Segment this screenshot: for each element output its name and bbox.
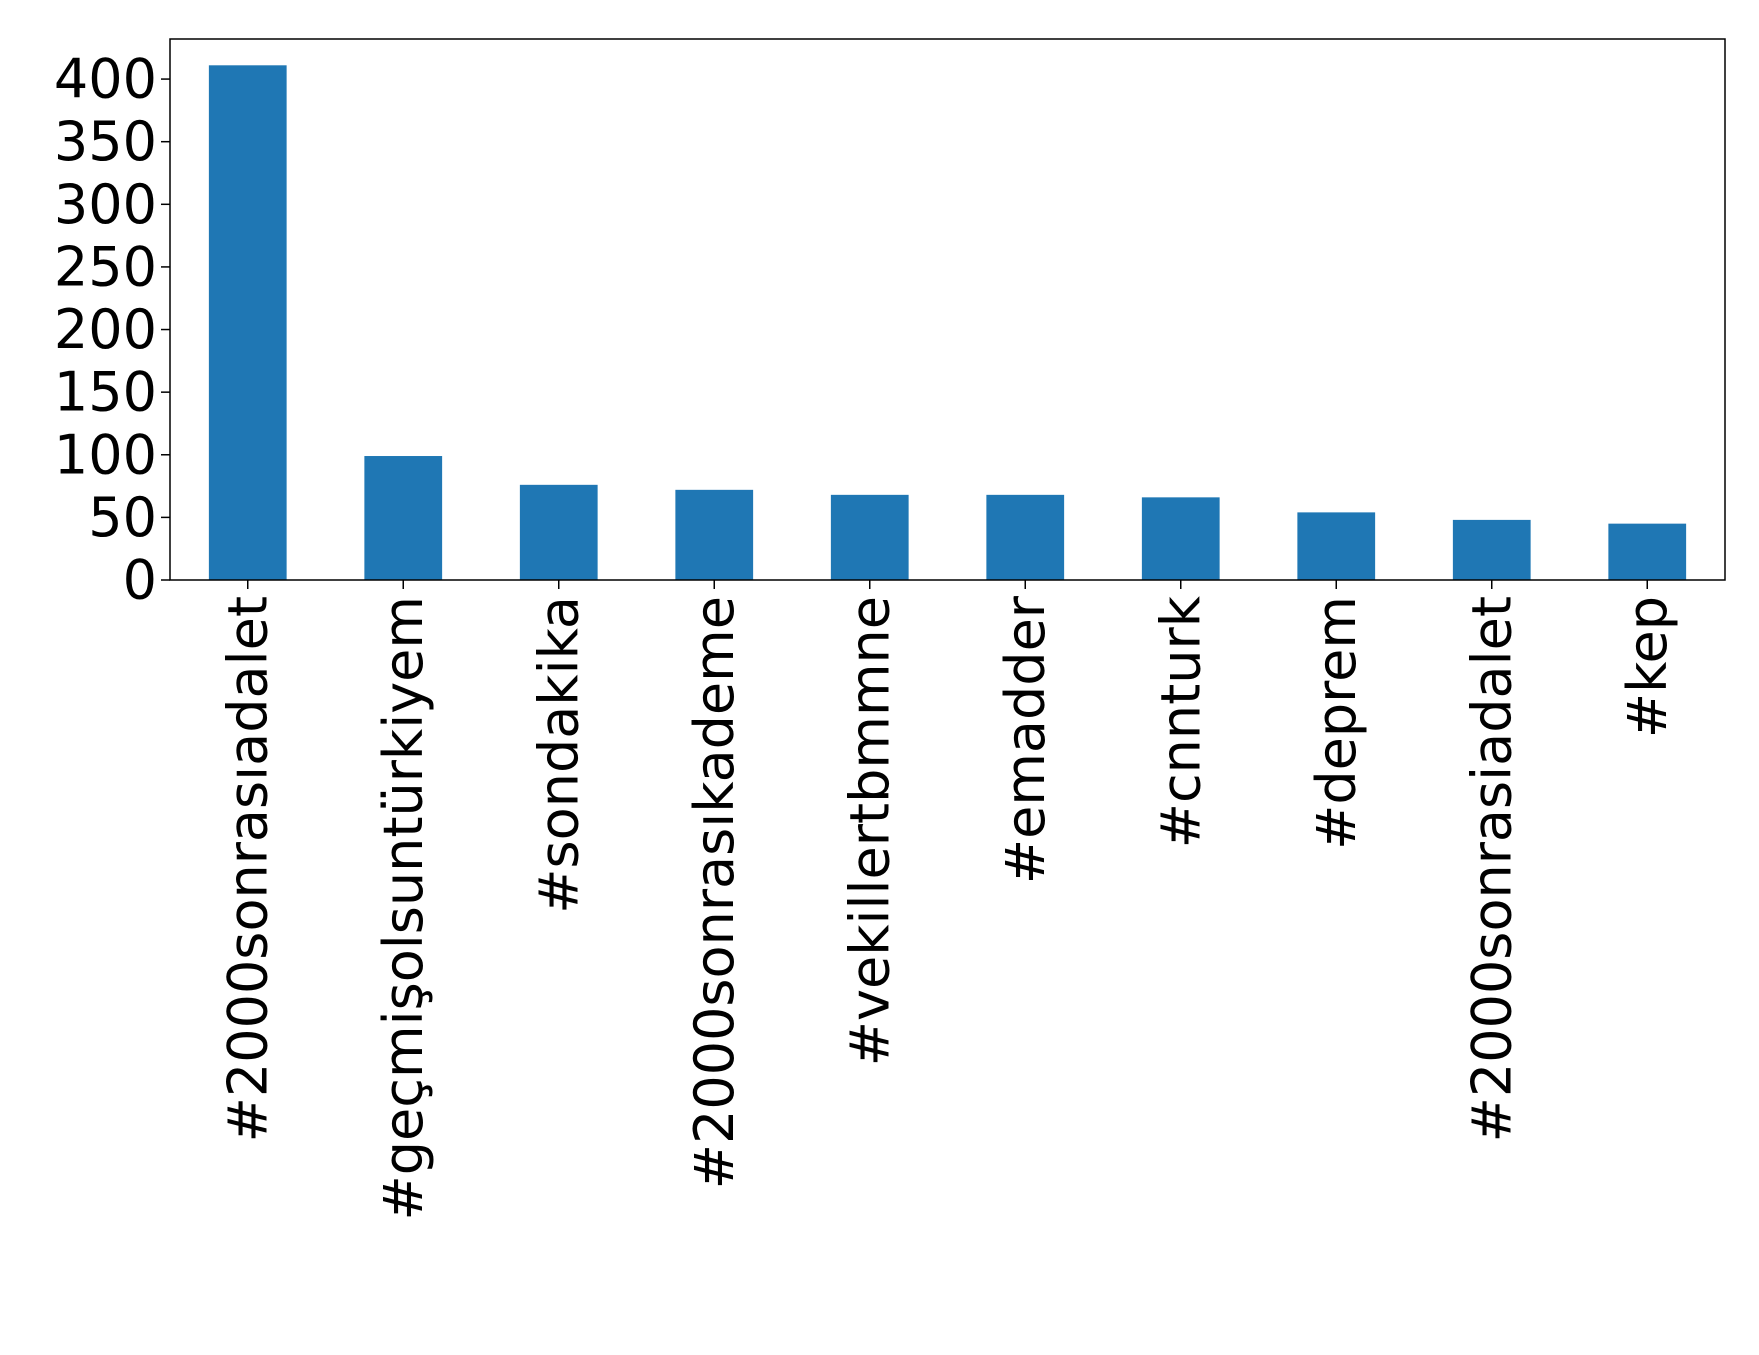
x-tick-label: #vekillertbmmne [838, 596, 901, 1066]
y-tick-label: 350 [54, 110, 157, 173]
y-tick-label: 0 [123, 549, 157, 612]
bar [1141, 497, 1220, 580]
bar [1452, 519, 1531, 580]
x-tick-label: #deprem [1305, 596, 1368, 850]
bars-layer [208, 65, 1687, 581]
x-tick-label: #2000sonrasıadalet [216, 596, 279, 1142]
x-tick-label: #kep [1616, 596, 1679, 738]
bar [364, 456, 443, 580]
y-tick-label: 200 [54, 298, 157, 361]
bar [1608, 523, 1687, 580]
y-tick-label: 300 [54, 173, 157, 236]
y-tick-label: 100 [54, 423, 157, 486]
x-tick-label: #cnnturk [1149, 595, 1212, 848]
bar [675, 489, 754, 580]
bar [519, 484, 598, 580]
plot-frame [169, 38, 1726, 581]
x-axis: #2000sonrasıadalet #geçmişolsuntürkiyem #s… [216, 580, 1679, 1220]
x-tick-label: #sondakika [527, 596, 590, 914]
y-tick-label: 400 [54, 48, 157, 111]
x-tick-label: #emadder [994, 595, 1057, 884]
x-tick-label: #geçmişolsuntürkiyem [372, 596, 435, 1220]
x-tick-label: #2000sonrasıkademe [683, 596, 746, 1189]
x-tick-label: #2000sonrasiadalet [1460, 596, 1523, 1142]
y-tick-label: 250 [54, 235, 157, 298]
y-tick-label: 150 [54, 361, 157, 424]
y-tick-label: 50 [88, 486, 157, 549]
bar [208, 65, 287, 581]
bar [986, 494, 1065, 580]
bar [830, 494, 909, 580]
bar [1297, 512, 1376, 580]
